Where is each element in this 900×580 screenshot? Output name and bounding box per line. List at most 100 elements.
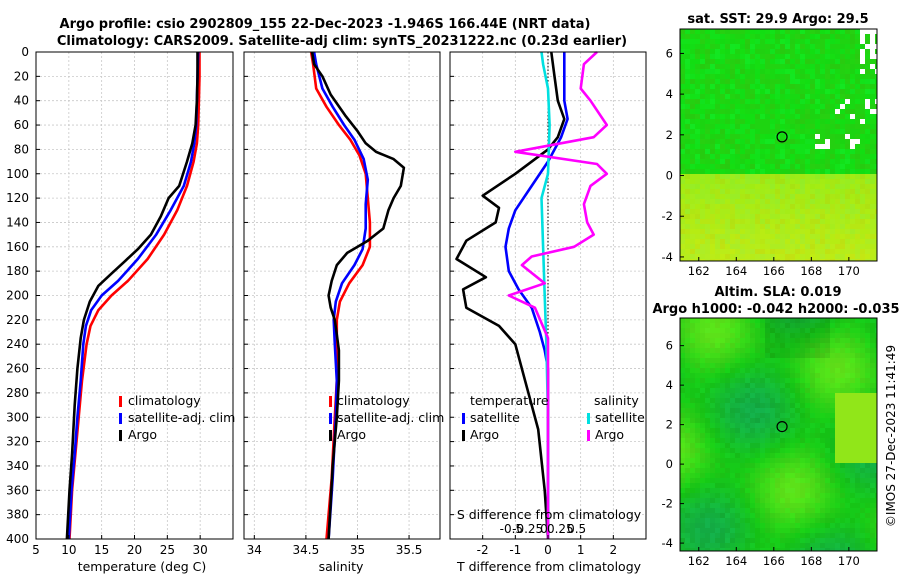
map-cell <box>855 159 861 165</box>
map-cell <box>740 503 746 509</box>
map-cell <box>875 64 877 70</box>
map-cell <box>715 154 721 160</box>
map-cell <box>735 423 741 429</box>
map-cell <box>875 473 877 479</box>
map-cell <box>875 144 877 150</box>
map-cell <box>705 154 711 160</box>
map-cell <box>770 169 776 175</box>
map-cell <box>775 169 781 175</box>
map-cell <box>835 249 841 255</box>
map-cell <box>810 493 816 499</box>
map-cell <box>830 548 836 551</box>
map-cell <box>815 338 821 344</box>
map-cell <box>845 348 851 354</box>
map-cell <box>820 214 826 220</box>
map-cell <box>860 388 866 394</box>
map-cell <box>855 164 861 170</box>
map-cell <box>825 338 831 344</box>
map-cell <box>735 378 741 384</box>
map-cell <box>845 79 851 85</box>
map-cell <box>820 149 826 155</box>
map-cell <box>725 443 731 449</box>
map-cell <box>840 473 846 479</box>
map-cell <box>860 84 866 90</box>
map-cell <box>800 343 806 349</box>
map-cell <box>800 348 806 354</box>
map-cell <box>680 259 686 261</box>
map-cell <box>780 473 786 479</box>
map-cell <box>700 34 706 40</box>
map-cell <box>785 373 791 379</box>
map-cell <box>870 184 876 190</box>
map-cell <box>770 254 776 260</box>
map-cell <box>860 543 866 549</box>
map-cell <box>800 508 806 514</box>
depth-tick-label: 20 <box>14 69 29 83</box>
map-cell <box>780 353 786 359</box>
map-cell <box>860 184 866 190</box>
map-cell <box>700 149 706 155</box>
map-cell <box>695 194 701 200</box>
map-cell <box>730 478 736 484</box>
map-cell <box>860 174 866 180</box>
map-cell <box>855 503 861 509</box>
map-cell <box>755 144 761 150</box>
map-cell <box>790 174 796 180</box>
legend-swatch-temp-satellite <box>462 413 465 424</box>
map-cell <box>735 348 741 354</box>
map-cell <box>830 503 836 509</box>
map-cell <box>680 318 686 324</box>
map-cell <box>765 39 771 45</box>
map-cell <box>715 413 721 419</box>
map-cell <box>720 174 726 180</box>
map-cell <box>785 74 791 80</box>
map-cell <box>760 139 766 145</box>
map-cell <box>770 224 776 230</box>
map-cell <box>760 129 766 135</box>
map-cell <box>735 488 741 494</box>
map-cell <box>845 393 851 399</box>
map-cell <box>745 159 751 165</box>
map-cell <box>750 79 756 85</box>
map-cell <box>760 84 766 90</box>
map-cell <box>855 234 861 240</box>
map-cell <box>770 194 776 200</box>
map-cell <box>755 368 761 374</box>
map-cell <box>820 378 826 384</box>
map-cell <box>755 159 761 165</box>
map-cell <box>855 438 861 444</box>
map-cell <box>865 144 871 150</box>
map-cell <box>830 169 836 175</box>
map-cell <box>810 39 816 45</box>
map-cell <box>690 368 696 374</box>
map-cell <box>745 89 751 95</box>
map-cell <box>835 353 841 359</box>
map-cell <box>875 343 877 349</box>
map-cell <box>820 144 826 150</box>
map-cell <box>810 134 816 140</box>
depth-tick-label: 80 <box>14 142 29 156</box>
map-cell <box>840 94 846 100</box>
map-cell <box>830 498 836 504</box>
map-cell <box>740 99 746 105</box>
map-cell <box>830 438 836 444</box>
map-cell <box>750 29 756 35</box>
map-cell <box>760 443 766 449</box>
map-cell <box>850 468 856 474</box>
map-cell <box>875 483 877 489</box>
map-cell <box>860 134 866 140</box>
map-cell <box>750 428 756 434</box>
map-cell <box>750 239 756 245</box>
map-cell <box>840 528 846 534</box>
map-cell <box>795 169 801 175</box>
map-cell <box>815 134 821 140</box>
map-cell <box>725 29 731 35</box>
map-cell <box>865 109 871 115</box>
map-cell <box>810 468 816 474</box>
map-cell <box>875 398 877 404</box>
map-cell <box>800 373 806 379</box>
map-cell <box>765 109 771 115</box>
map-cell <box>780 64 786 70</box>
map-cell <box>825 548 831 551</box>
